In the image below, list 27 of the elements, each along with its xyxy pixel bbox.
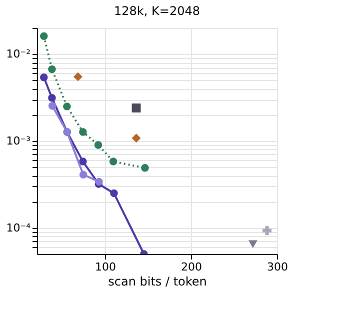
point <box>132 104 141 112</box>
point <box>40 74 48 82</box>
x-tick-label: 200 <box>180 260 202 274</box>
point <box>95 178 103 186</box>
x-tick-label: 300 <box>267 260 288 274</box>
y-tick-label: 10⁻² <box>6 48 30 61</box>
point <box>248 240 258 248</box>
y-tick-label: 10⁻⁴ <box>6 221 32 234</box>
x-tick-label: 100 <box>94 260 116 274</box>
point <box>79 170 88 178</box>
point <box>63 102 71 110</box>
point <box>40 32 48 40</box>
x-axis-title: scan bits / token <box>108 274 207 288</box>
point <box>79 158 87 166</box>
point <box>48 65 56 74</box>
point <box>141 164 149 172</box>
point <box>110 189 118 198</box>
point <box>109 158 118 166</box>
y-tick-label: 10⁻³ <box>6 134 30 148</box>
point <box>94 141 102 149</box>
point <box>48 94 56 102</box>
point <box>262 226 272 236</box>
chart-title: 128k, K=2048 <box>114 4 200 18</box>
point <box>132 134 141 143</box>
point <box>48 102 56 110</box>
point <box>79 128 87 136</box>
point <box>73 72 82 82</box>
